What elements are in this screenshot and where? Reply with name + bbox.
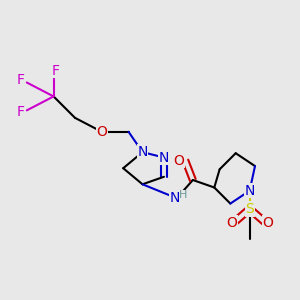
Text: O: O [173,154,184,168]
Text: N: N [159,151,169,164]
Text: N: N [137,145,148,159]
Text: S: S [245,202,254,216]
Text: O: O [226,216,237,230]
Text: F: F [52,64,60,78]
Text: O: O [96,125,107,139]
Text: N: N [169,191,180,205]
Text: F: F [16,106,24,119]
Text: O: O [262,216,273,230]
Text: F: F [16,74,24,87]
Text: H: H [179,190,188,200]
Text: N: N [244,184,255,198]
